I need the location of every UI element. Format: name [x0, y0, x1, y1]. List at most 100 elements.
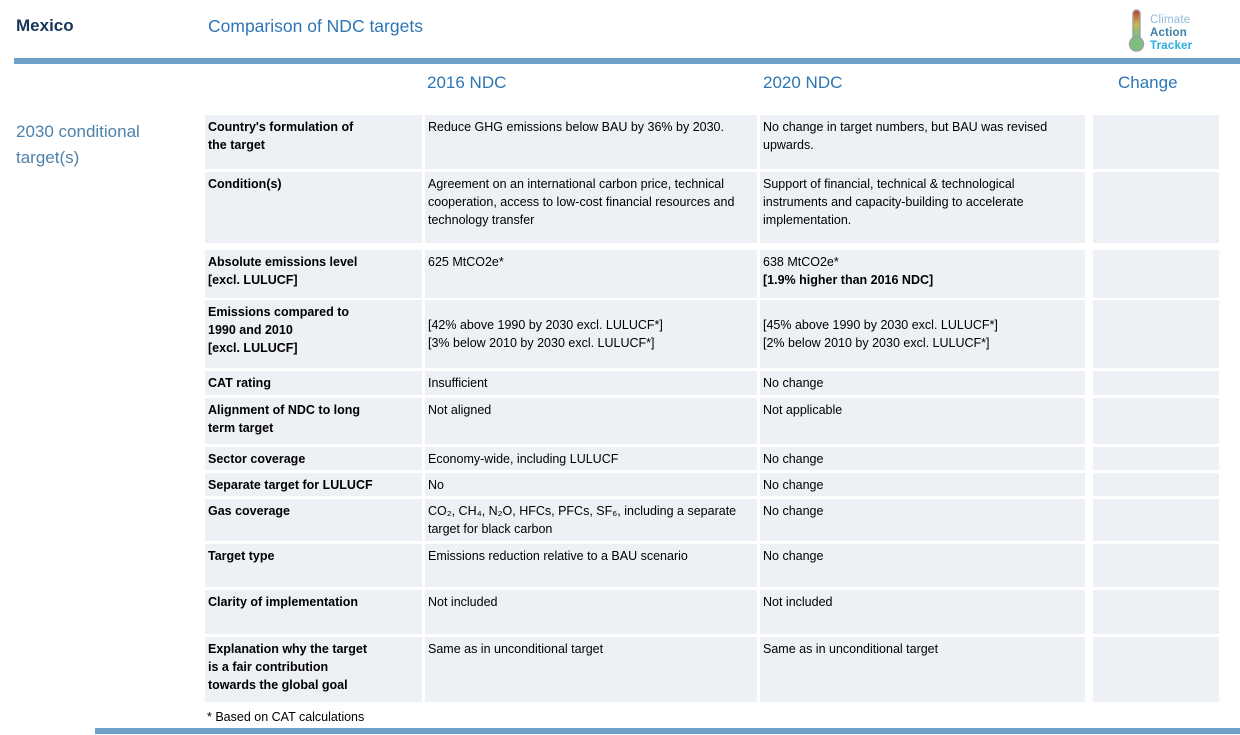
cell-2016-ndc: [42% above 1990 by 2030 excl. LULUCF*] [3… [425, 300, 757, 368]
cell-line: Clarity of implementation [208, 595, 359, 609]
cell-line: Agreement on an international carbon pri… [428, 177, 735, 227]
cell-2020-ndc: No change in target numbers, but BAU was… [760, 115, 1085, 169]
table-row: Target type Emissions reduction relative … [205, 544, 1219, 587]
cell-line: is a fair contribution [208, 660, 329, 674]
row-label: CAT rating [205, 371, 422, 395]
cell-2020-ndc: No change [760, 473, 1085, 496]
logo-word-action: Action [1150, 26, 1187, 39]
cell-line: [1.9% higher than 2016 NDC] [763, 273, 934, 287]
cell-2016-ndc: Not aligned [425, 398, 757, 444]
cell-2016-ndc: Reduce GHG emissions below BAU by 36% by… [425, 115, 757, 169]
cell-change [1093, 447, 1219, 470]
cell-line: No change [763, 504, 824, 518]
cell-change [1093, 172, 1219, 243]
cell-line: Not included [428, 595, 498, 609]
cell-line: Sector coverage [208, 452, 306, 466]
cell-line: Target type [208, 549, 275, 563]
climate-action-tracker-logo: Climate Action Tracker [1128, 8, 1192, 58]
country-title: Mexico [16, 16, 74, 35]
cell-line: Same as in unconditional target [428, 642, 604, 656]
cell-line: CO₂, CH₄, N₂O, HFCs, PFCs, SF₆, includin… [428, 504, 737, 536]
cell-2020-ndc: No change [760, 544, 1085, 587]
cell-line: Gas coverage [208, 504, 290, 518]
row-label: Condition(s) [205, 172, 422, 243]
cell-2020-ndc: No change [760, 371, 1085, 395]
table-body: Country's formulation of the target Reduce… [205, 115, 1219, 702]
logo-word-tracker: Tracker [1150, 39, 1193, 52]
cell-change [1093, 398, 1219, 444]
header-rule [14, 58, 1240, 64]
cell-2020-ndc: No change [760, 499, 1085, 541]
thermometer-icon [1128, 8, 1145, 58]
cell-line: No change [763, 452, 824, 466]
cell-line: [excl. LULUCF] [208, 273, 298, 287]
section-label-2030-conditional-targets: 2030 conditional target(s) [16, 122, 140, 167]
cell-line: Explanation why the target [208, 642, 368, 656]
cell-line: Economy-wide, including LULUCF [428, 452, 619, 466]
row-label: Explanation why the target is a fair cont… [205, 637, 422, 702]
cell-line: No [428, 478, 444, 492]
column-header-2020-ndc: 2020 NDC [763, 73, 843, 92]
cell-line: Alignment of NDC to long [208, 403, 361, 417]
cell-line: Separate target for LULUCF [208, 478, 373, 492]
cell-change [1093, 371, 1219, 395]
column-header-2016-ndc: 2016 NDC [427, 73, 507, 92]
cell-line: No change in target numbers, but BAU was… [763, 120, 1048, 152]
cell-2016-ndc: Emissions reduction relative to a BAU sc… [425, 544, 757, 587]
cell-change [1093, 637, 1219, 702]
cell-change [1093, 499, 1219, 541]
cell-2020-ndc: Not applicable [760, 398, 1085, 444]
table-row: Country's formulation of the target Reduce… [205, 115, 1219, 169]
table-row: Clarity of implementation Not included Not… [205, 590, 1219, 634]
cell-line: [42% above 1990 by 2030 excl. LULUCF*] [428, 318, 663, 332]
cell-2020-ndc: Not included [760, 590, 1085, 634]
cell-change [1093, 250, 1219, 298]
cell-line: Not applicable [763, 403, 843, 417]
table-row: Separate target for LULUCF No No change [205, 473, 1219, 496]
column-header-change: Change [1118, 73, 1178, 92]
cell-2016-ndc: 625 MtCO2e* [425, 250, 757, 298]
footnote: * Based on CAT calculations [207, 710, 365, 724]
cell-line: Support of financial, technical & techno… [763, 177, 1024, 227]
cell-change [1093, 544, 1219, 587]
table-row: Gas coverage CO₂, CH₄, N₂O, HFCs, PFCs, S… [205, 499, 1219, 541]
cell-line: [excl. LULUCF] [208, 341, 298, 355]
cell-2016-ndc: Insufficient [425, 371, 757, 395]
footer-rule [95, 728, 1240, 734]
cell-line: Emissions reduction relative to a BAU sc… [428, 549, 688, 563]
cell-line: Absolute emissions level [208, 255, 358, 269]
row-label: Country's formulation of the target [205, 115, 422, 169]
cell-line: No change [763, 549, 824, 563]
table-row: Condition(s) Agreement on an internationa… [205, 172, 1219, 243]
cell-2020-ndc: Same as in unconditional target [760, 637, 1085, 702]
logo-text: Climate Action Tracker [1150, 14, 1192, 53]
cell-2020-ndc: 638 MtCO2e* [1.9% higher than 2016 NDC] [760, 250, 1085, 298]
row-label: Clarity of implementation [205, 590, 422, 634]
row-label: Alignment of NDC to long term target [205, 398, 422, 444]
cell-line: Condition(s) [208, 177, 282, 191]
cell-2016-ndc: Agreement on an international carbon pri… [425, 172, 757, 243]
cell-change [1093, 473, 1219, 496]
cell-2016-ndc: No [425, 473, 757, 496]
row-label: Sector coverage [205, 447, 422, 470]
cell-2016-ndc: Same as in unconditional target [425, 637, 757, 702]
cell-2020-ndc: Support of financial, technical & techno… [760, 172, 1085, 243]
cell-line: the target [208, 138, 265, 152]
page-title: Comparison of NDC targets [208, 16, 423, 36]
table-row: Emissions compared to 1990 and 2010 [excl.… [205, 300, 1219, 368]
row-label: Emissions compared to 1990 and 2010 [excl.… [205, 300, 422, 368]
table-row: Explanation why the target is a fair cont… [205, 637, 1219, 702]
row-label: Gas coverage [205, 499, 422, 541]
cell-2016-ndc: Economy-wide, including LULUCF [425, 447, 757, 470]
cell-line: [3% below 2010 by 2030 excl. LULUCF*] [428, 336, 655, 350]
table-row: Alignment of NDC to long term target Not a… [205, 398, 1219, 444]
cell-line: Not aligned [428, 403, 492, 417]
cell-line: [45% above 1990 by 2030 excl. LULUCF*] [763, 318, 998, 332]
cell-2020-ndc: [45% above 1990 by 2030 excl. LULUCF*] [2… [760, 300, 1085, 368]
cell-line: 638 MtCO2e* [763, 255, 839, 269]
cell-line: 1990 and 2010 [208, 323, 293, 337]
cell-line: Emissions compared to [208, 305, 350, 319]
table-row: Absolute emissions level [excl. LULUCF] 62… [205, 250, 1219, 298]
cell-change [1093, 115, 1219, 169]
